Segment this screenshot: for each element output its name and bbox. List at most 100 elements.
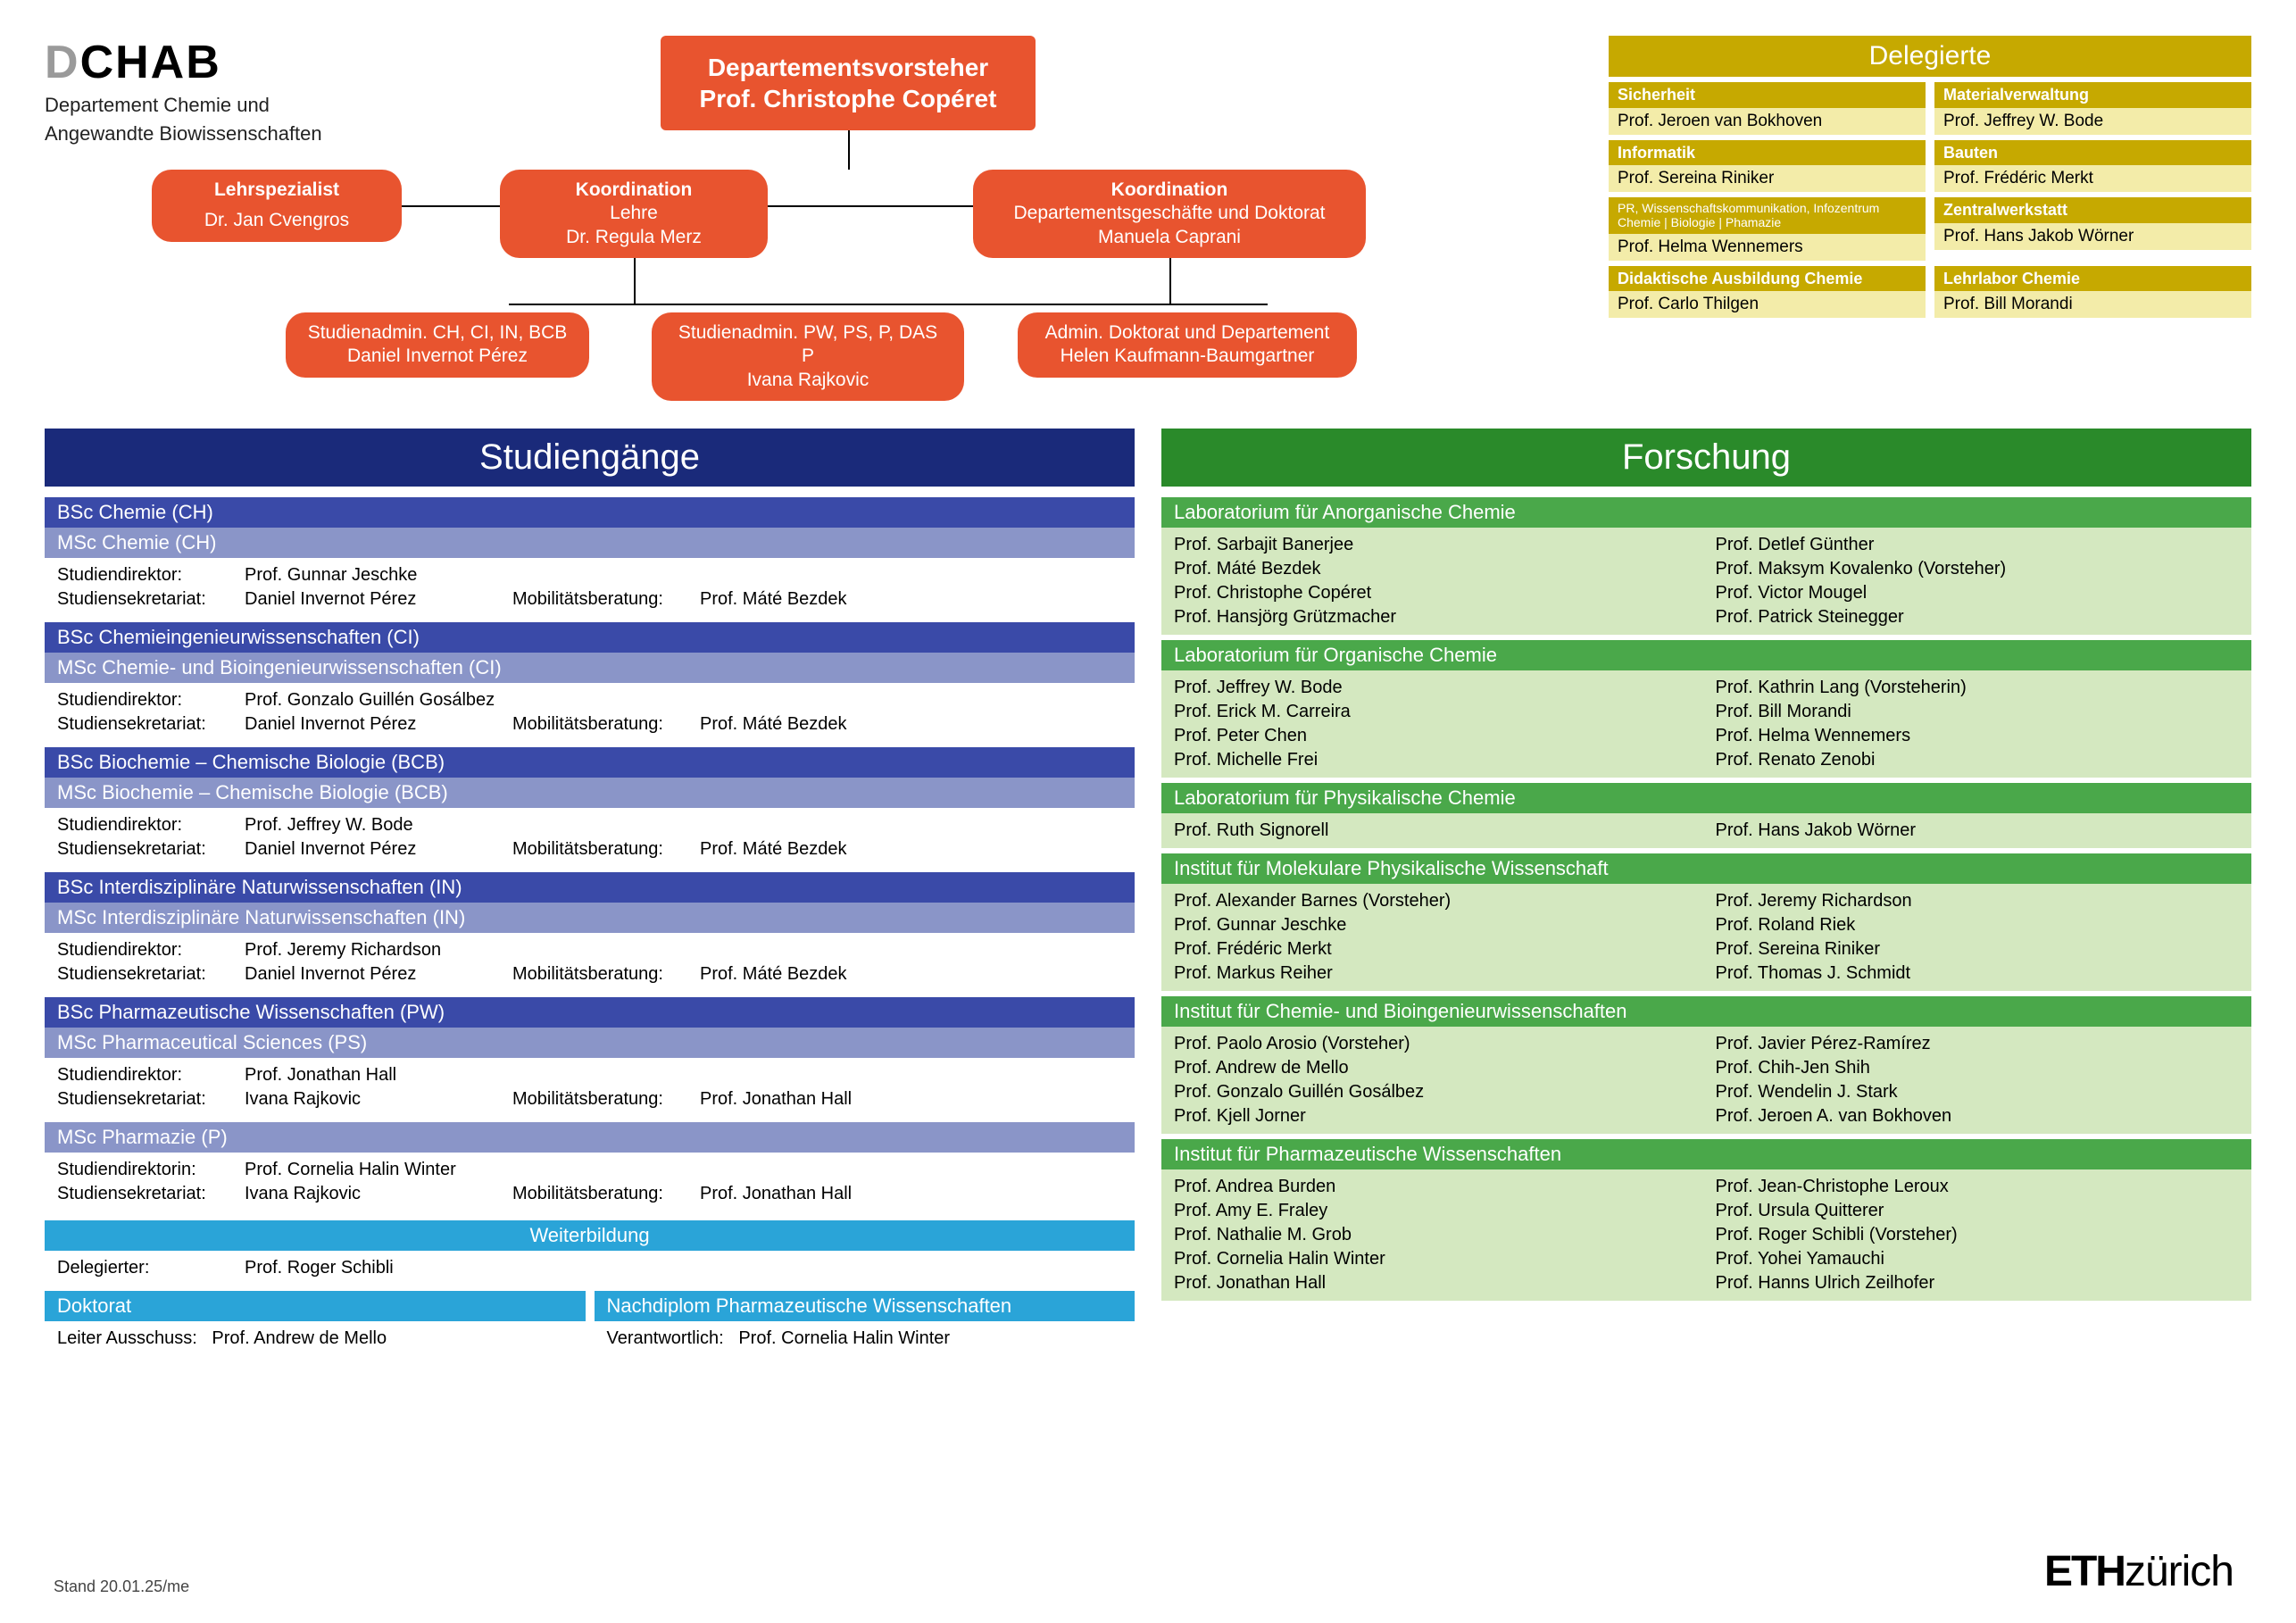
prof-name: Prof. Peter Chen [1174, 724, 1698, 748]
dir-label: Studiendirektor: [57, 938, 245, 962]
program-msc: MSc Chemie- und Bioingenieurwissenschaft… [45, 653, 1135, 683]
prof-name: Prof. Andrew de Mello [1174, 1056, 1698, 1080]
main-section: Studiengänge BSc Chemie (CH)MSc Chemie (… [45, 429, 2251, 1356]
nd-value: Prof. Cornelia Halin Winter [738, 1328, 950, 1348]
program-body: Studiendirektor:Prof. Jonathan HallStudi… [45, 1058, 1135, 1117]
org-k1-t3: Dr. Regula Merz [518, 226, 750, 249]
delegate-body: Prof. Hans Jakob Wörner [1934, 223, 2251, 250]
delegate-header: Didaktische Ausbildung Chemie [1609, 266, 1926, 292]
lab-right-col: Prof. Detlef GüntherProf. Maksym Kovalen… [1716, 533, 2240, 629]
eth-rest: zürich [2125, 1548, 2234, 1595]
lab-right-col: Prof. Kathrin Lang (Vorsteherin)Prof. Bi… [1716, 676, 2240, 772]
delegate-header: Bauten [1934, 140, 2251, 166]
org-head-t1: Departementsvorsteher [677, 52, 1019, 83]
delegate-body: Prof. Jeroen van Bokhoven [1609, 108, 1926, 135]
program-bsc: BSc Chemieingenieurwissenschaften (CI) [45, 622, 1135, 653]
eth-logo: ETHzürich [2044, 1547, 2234, 1596]
weiterbildung-body: Delegierter: Prof. Roger Schibli [45, 1251, 1135, 1286]
sek-label: Studiensekretariat: [57, 712, 245, 737]
lab-body: Prof. Sarbajit BanerjeeProf. Máté Bezdek… [1161, 528, 2251, 635]
lab-header: Laboratorium für Organische Chemie [1161, 640, 2251, 670]
delegate-body: Prof. Bill Morandi [1934, 291, 2251, 318]
nachdiplom-title: Nachdiplom Pharmazeutische Wissenschafte… [595, 1291, 1136, 1321]
sek-value: Daniel Invernot Pérez [245, 837, 512, 861]
prof-name: Prof. Markus Reiher [1174, 961, 1698, 986]
logo-chab: CHAB [80, 37, 221, 88]
org-koord-dep: Koordination Departementsgeschäfte und D… [973, 170, 1366, 258]
org-sa1-t2: Daniel Invernot Pérez [304, 345, 571, 368]
delegates-title: Delegierte [1609, 36, 2251, 77]
delegates-grid: SicherheitProf. Jeroen van BokhovenMater… [1609, 82, 2251, 318]
delegate-cell: Didaktische Ausbildung ChemieProf. Carlo… [1609, 266, 1926, 319]
top-section: DCHAB Departement Chemie und Angewandte … [45, 36, 2251, 411]
program-msc: MSc Interdisziplinäre Naturwissenschafte… [45, 903, 1135, 933]
lab-body: Prof. Andrea BurdenProf. Amy E. FraleyPr… [1161, 1169, 2251, 1301]
org-head: Departementsvorsteher Prof. Christophe C… [661, 36, 1036, 130]
program-bsc: BSc Interdisziplinäre Naturwissenschafte… [45, 872, 1135, 903]
prof-name: Prof. Maksym Kovalenko (Vorsteher) [1716, 557, 2240, 581]
mob-value: Prof. Máté Bezdek [700, 962, 1122, 986]
sek-value: Ivana Rajkovic [245, 1087, 512, 1111]
sek-value: Daniel Invernot Pérez [245, 587, 512, 612]
program-bsc: BSc Biochemie – Chemische Biologie (BCB) [45, 747, 1135, 778]
lab-left-col: Prof. Jeffrey W. BodeProf. Erick M. Carr… [1174, 676, 1698, 772]
prof-name: Prof. Erick M. Carreira [1174, 700, 1698, 724]
prof-name: Prof. Chih-Jen Shih [1716, 1056, 2240, 1080]
dir-value: Prof. Jonathan Hall [245, 1063, 512, 1087]
delegate-header: Lehrlabor Chemie [1934, 266, 2251, 292]
prof-name: Prof. Thomas J. Schmidt [1716, 961, 2240, 986]
delegate-body: Prof. Carlo Thilgen [1609, 291, 1926, 318]
prof-name: Prof. Roger Schibli (Vorsteher) [1716, 1223, 2240, 1247]
mob-label: Mobilitätsberatung: [512, 587, 700, 612]
logo-sub2: Angewandte Biowissenschaften [45, 121, 428, 146]
org-lehr-t1: Lehrspezialist [170, 179, 384, 202]
org-chart: Departementsvorsteher Prof. Christophe C… [455, 36, 1582, 411]
footer-stand: Stand 20.01.25/me [54, 1577, 189, 1596]
delegate-cell: SicherheitProf. Jeroen van Bokhoven [1609, 82, 1926, 135]
wb-del-label: Delegierter: [57, 1256, 245, 1280]
mob-value: Prof. Máté Bezdek [700, 837, 1122, 861]
program-msc: MSc Biochemie – Chemische Biologie (BCB) [45, 778, 1135, 808]
research-column: Forschung Laboratorium für Anorganische … [1161, 429, 2251, 1356]
mob-label: Mobilitätsberatung: [512, 1087, 700, 1111]
delegate-header: Materialverwaltung [1934, 82, 2251, 108]
prof-name: Prof. Roland Riek [1716, 913, 2240, 937]
doktorat-body: Leiter Ausschuss: Prof. Andrew de Mello [45, 1321, 586, 1356]
mob-label: Mobilitätsberatung: [512, 962, 700, 986]
study-title: Studiengänge [45, 429, 1135, 487]
dir-label: Studiendirektor: [57, 688, 245, 712]
nachdiplom-body: Verantwortlich: Prof. Cornelia Halin Win… [595, 1321, 1136, 1356]
lab-left-col: Prof. Andrea BurdenProf. Amy E. FraleyPr… [1174, 1175, 1698, 1295]
doktorat-title: Doktorat [45, 1291, 586, 1321]
mob-label: Mobilitätsberatung: [512, 837, 700, 861]
program-body: Studiendirektor:Prof. Jeffrey W. BodeStu… [45, 808, 1135, 867]
logo-d: D [45, 37, 80, 88]
delegate-header: PR, Wissenschaftskommunikation, Infozent… [1609, 197, 1926, 233]
lab-header: Institut für Chemie- und Bioingenieurwis… [1161, 996, 2251, 1027]
prof-name: Prof. Hansjörg Grützmacher [1174, 605, 1698, 629]
lab-right-col: Prof. Hans Jakob Wörner [1716, 819, 2240, 843]
dir-value: Prof. Gonzalo Guillén Gosálbez [245, 688, 512, 712]
org-k2-t2: Departementsgeschäfte und Doktorat [991, 202, 1348, 225]
lab-header: Institut für Pharmazeutische Wissenschaf… [1161, 1139, 2251, 1169]
study-column: Studiengänge BSc Chemie (CH)MSc Chemie (… [45, 429, 1135, 1356]
prof-name: Prof. Ursula Quitterer [1716, 1199, 2240, 1223]
prof-name: Prof. Jeremy Richardson [1716, 889, 2240, 913]
prof-name: Prof. Ruth Signorell [1174, 819, 1698, 843]
delegate-cell: MaterialverwaltungProf. Jeffrey W. Bode [1934, 82, 2251, 135]
lab-right-col: Prof. Jeremy RichardsonProf. Roland Riek… [1716, 889, 2240, 986]
dir-label: Studiendirektorin: [57, 1158, 245, 1182]
delegate-cell: BautenProf. Frédéric Merkt [1934, 140, 2251, 193]
prof-name: Prof. Javier Pérez-Ramírez [1716, 1032, 2240, 1056]
sek-label: Studiensekretariat: [57, 587, 245, 612]
prof-name: Prof. Jonathan Hall [1174, 1271, 1698, 1295]
delegate-body: Prof. Sereina Riniker [1609, 165, 1926, 192]
delegates-panel: Delegierte SicherheitProf. Jeroen van Bo… [1609, 36, 2251, 411]
prof-name: Prof. Hanns Ulrich Zeilhofer [1716, 1271, 2240, 1295]
prof-name: Prof. Victor Mougel [1716, 581, 2240, 605]
prof-name: Prof. Christophe Copéret [1174, 581, 1698, 605]
prof-name: Prof. Detlef Günther [1716, 533, 2240, 557]
delegate-header: Sicherheit [1609, 82, 1926, 108]
prof-name: Prof. Wendelin J. Stark [1716, 1080, 2240, 1104]
mob-value: Prof. Jonathan Hall [700, 1087, 1122, 1111]
